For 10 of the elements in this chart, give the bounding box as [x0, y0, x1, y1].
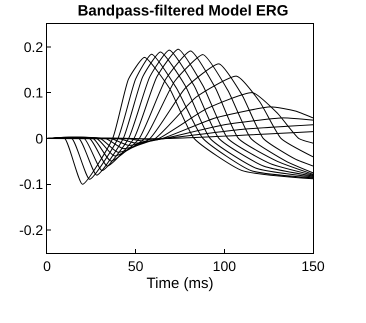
y-tick-label: -0.2 [19, 222, 44, 238]
x-tick-label: 50 [128, 258, 144, 274]
y-tick-label: -0.1 [19, 176, 44, 192]
x-tick-label: 150 [301, 258, 325, 274]
y-tick-label: 0.2 [24, 38, 44, 55]
x-axis-title: Time (ms) [146, 274, 214, 292]
x-tick-label: 100 [212, 258, 236, 274]
y-tick-label: 0.1 [24, 84, 44, 101]
y-tick-label: 0 [35, 130, 44, 146]
chart-title: Bandpass-filtered Model ERG [78, 2, 288, 20]
